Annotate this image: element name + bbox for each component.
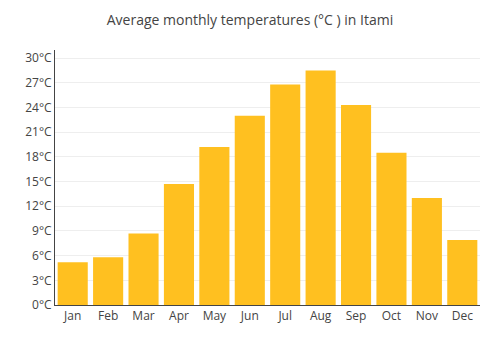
svg-text:9°C: 9°C	[32, 222, 52, 239]
svg-text:Feb: Feb	[98, 307, 118, 324]
svg-text:6°C: 6°C	[32, 247, 52, 264]
svg-text:May: May	[203, 307, 227, 324]
svg-text:Apr: Apr	[169, 307, 189, 324]
svg-text:Mar: Mar	[132, 307, 154, 324]
svg-text:21°C: 21°C	[25, 123, 52, 140]
svg-text:Jun: Jun	[240, 307, 259, 324]
svg-text:27°C: 27°C	[25, 74, 52, 91]
svg-text:3°C: 3°C	[32, 272, 52, 289]
svg-text:Sep: Sep	[346, 307, 367, 324]
svg-text:24°C: 24°C	[25, 99, 52, 116]
svg-text:Jan: Jan	[63, 307, 81, 324]
svg-text:12°C: 12°C	[25, 197, 52, 214]
svg-text:0°C: 0°C	[32, 296, 52, 313]
svg-text:30°C: 30°C	[25, 49, 52, 66]
svg-text:Jul: Jul	[277, 307, 292, 324]
svg-text:Aug: Aug	[310, 307, 332, 324]
svg-text:Nov: Nov	[416, 307, 438, 324]
svg-text:18°C: 18°C	[25, 148, 52, 165]
svg-text:Dec: Dec	[452, 307, 473, 324]
svg-text:15°C: 15°C	[25, 173, 52, 190]
svg-text:Oct: Oct	[382, 307, 401, 324]
svg-text:Average monthly temperatures (: Average monthly temperatures (°C ) in It…	[107, 10, 394, 29]
